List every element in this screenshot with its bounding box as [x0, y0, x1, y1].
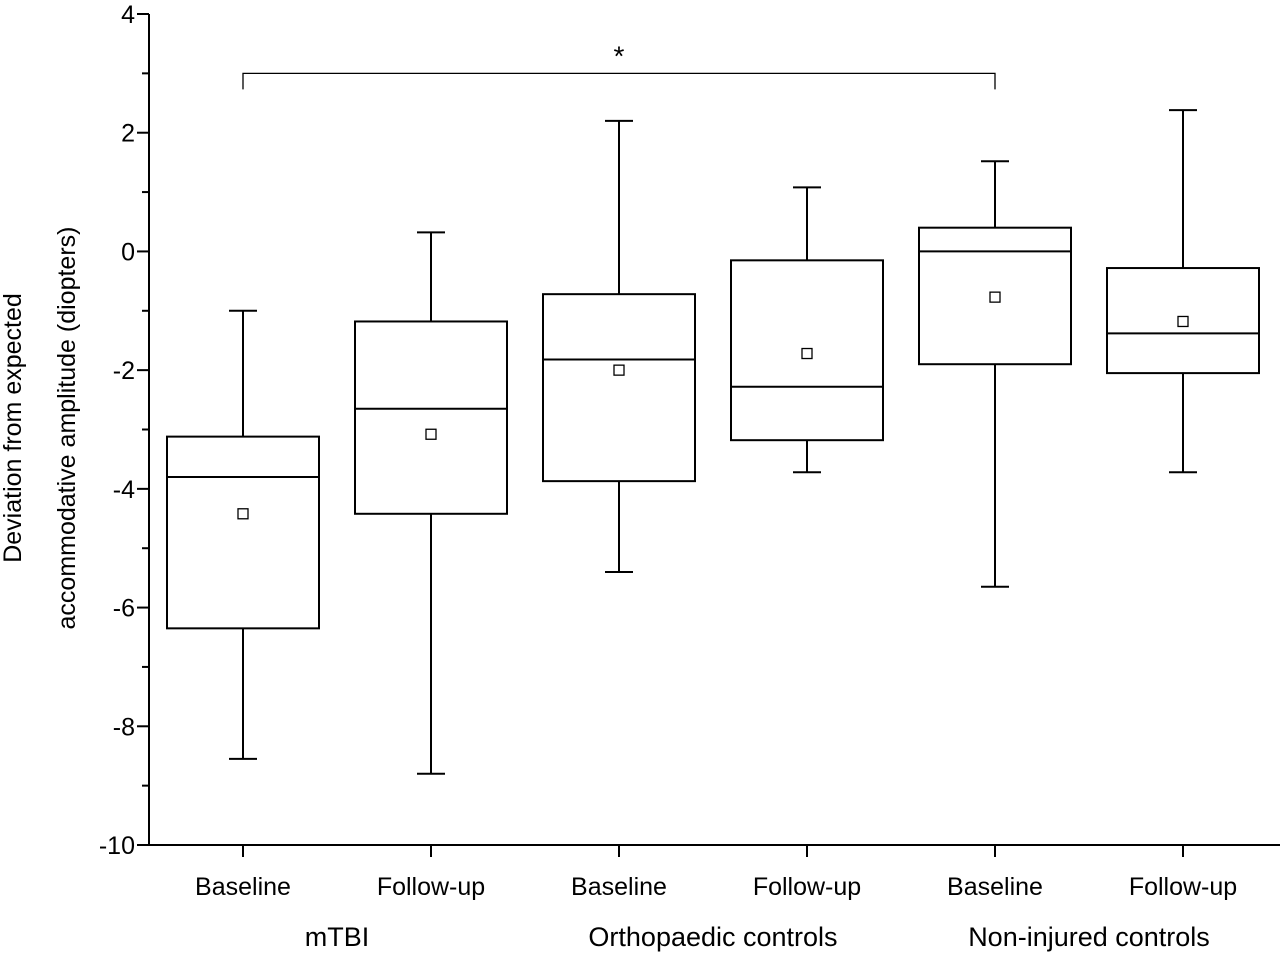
y-axis-ticks: 4 2 0 -2 -4 -6 -8 -10: [99, 1, 149, 860]
box-mean-marker: [989, 291, 1001, 303]
axes: [148, 14, 1280, 846]
group-label: mTBI: [305, 922, 370, 952]
significance-bracket: *: [242, 40, 996, 90]
box-2: [542, 119, 696, 573]
box-iqr: [542, 293, 696, 483]
box-iqr: [918, 226, 1072, 366]
y-tick-label: 4: [121, 1, 135, 29]
group-labels: mTBI Orthopaedic controls Non-injured cont…: [305, 922, 1210, 952]
box-mean-marker: [801, 347, 813, 360]
box-3: [730, 186, 884, 474]
x-axis-ticks: Baseline Follow-up Baseline Follow-up Baseli…: [195, 845, 1237, 901]
box-1: [354, 231, 508, 775]
group-label: Orthopaedic controls: [588, 922, 837, 952]
y-tick-label: -8: [113, 713, 135, 741]
x-category-label: Baseline: [571, 873, 667, 901]
box-mean-marker: [425, 428, 437, 440]
y-axis-label-line-1: Deviation from expected: [0, 293, 27, 563]
y-tick-label: -2: [113, 357, 135, 385]
x-category-label: Baseline: [195, 873, 291, 901]
x-category-label: Follow-up: [1129, 873, 1237, 901]
box-iqr: [354, 320, 508, 515]
x-category-label: Baseline: [947, 873, 1043, 901]
box-series: [166, 109, 1260, 775]
y-tick-label: 0: [121, 238, 135, 266]
y-tick-label: -6: [113, 595, 135, 623]
y-axis-label: Deviation from expected accommodative am…: [0, 227, 81, 630]
box-mean-marker: [613, 364, 625, 376]
significance-label: *: [614, 40, 625, 71]
box-iqr: [1106, 267, 1260, 375]
y-tick-label: -4: [113, 476, 135, 504]
box-mean-marker: [1177, 315, 1189, 328]
y-tick-label: -10: [99, 832, 135, 860]
box-iqr: [166, 435, 320, 630]
box-0: [166, 309, 320, 760]
box-iqr: [730, 259, 884, 442]
x-category-label: Follow-up: [753, 873, 861, 901]
box-5: [1106, 109, 1260, 474]
box-mean-marker: [237, 508, 249, 520]
significance-line: [242, 72, 996, 90]
y-tick-label: 2: [121, 120, 135, 148]
group-label: Non-injured controls: [968, 922, 1210, 952]
x-category-label: Follow-up: [377, 873, 485, 901]
box-4: [918, 160, 1072, 588]
y-axis-label-line-2: accommodative amplitude (diopters): [53, 227, 81, 630]
